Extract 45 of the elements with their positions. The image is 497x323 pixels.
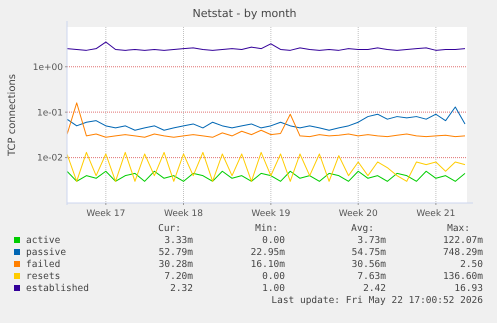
text: Avg:	[351, 223, 374, 234]
text: 52.79m	[158, 247, 194, 258]
text: 0.00	[262, 271, 286, 282]
text: 748.29m	[442, 247, 484, 258]
text: 2.32	[170, 283, 193, 294]
text: Min:	[255, 223, 278, 234]
line-series	[66, 152, 466, 182]
text: 2.42	[363, 283, 386, 294]
x-tick-label: Week 18	[164, 209, 204, 219]
line-series	[66, 170, 466, 182]
text: 0.00	[262, 235, 286, 246]
y-tick-label: 1e-02	[37, 154, 63, 164]
text: 3.73m	[357, 235, 386, 246]
y-tick-label: 1e+00	[32, 62, 64, 73]
text: Last update: Fri May 22 17:00:52 2026	[271, 295, 484, 306]
text: 7.20m	[164, 271, 194, 282]
text: Max:	[447, 223, 470, 234]
legend-label: active	[26, 235, 61, 246]
line-series	[66, 42, 466, 51]
legend-label: passive	[26, 247, 66, 258]
line-series	[66, 106, 466, 131]
x-tick-label: Week 21	[416, 209, 456, 219]
x-tick-label: Week 20	[338, 209, 378, 219]
text: 3.33m	[164, 235, 194, 246]
text: 7.63m	[357, 271, 386, 282]
text: 2.50	[460, 259, 484, 270]
legend-label: failed	[26, 259, 60, 270]
text: Cur:	[158, 223, 181, 234]
text: 16.93	[454, 283, 483, 294]
x-tick-label: Week 19	[251, 209, 291, 219]
y-axis-title: TCP connections	[7, 74, 18, 158]
legend-label: established	[26, 283, 89, 294]
x-tick-label: Week 17	[86, 209, 126, 219]
text: 136.60m	[442, 271, 484, 282]
text: 30.56m	[352, 259, 386, 270]
y-tick-label: 1e-01	[37, 108, 63, 118]
text: 54.75m	[352, 247, 386, 258]
text: 30.28m	[158, 259, 194, 270]
chart-title: Netstat - by month	[192, 7, 297, 20]
text: 22.95m	[250, 247, 286, 258]
legend-label: resets	[26, 271, 60, 282]
text: 16.10m	[250, 259, 286, 270]
text: 122.07m	[442, 235, 484, 246]
line-series	[66, 102, 466, 138]
text: 1.00	[262, 283, 286, 294]
